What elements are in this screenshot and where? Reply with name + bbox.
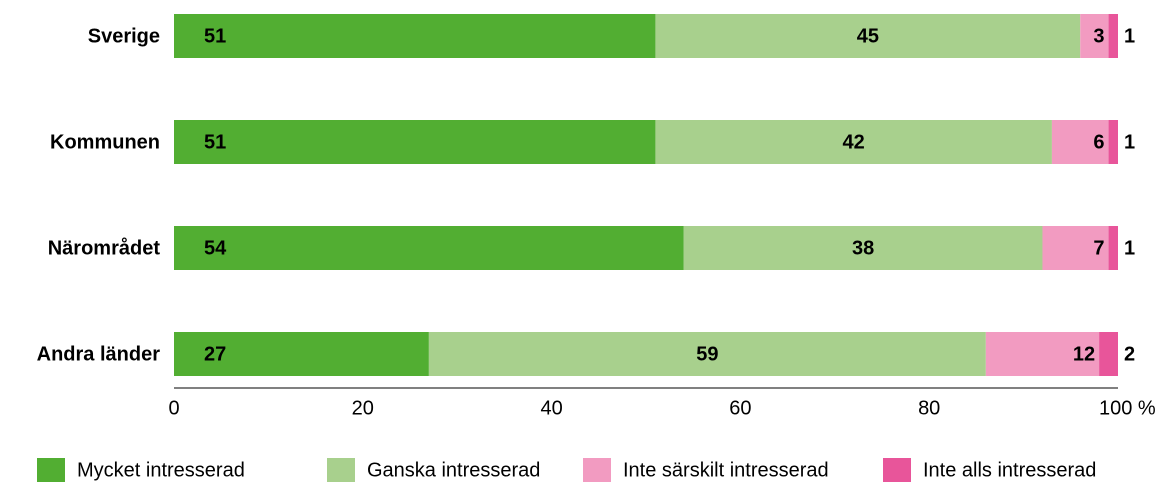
value-label: 51 — [204, 131, 226, 153]
legend-label: Mycket intresserad — [77, 459, 245, 481]
value-label: 12 — [1073, 343, 1095, 365]
bar-segment — [985, 332, 1100, 376]
value-label: 59 — [696, 343, 718, 365]
value-label: 45 — [857, 25, 879, 47]
value-label: 54 — [204, 237, 227, 259]
value-label: 51 — [204, 25, 226, 47]
bar-segment — [1108, 120, 1118, 164]
x-tick-label: 100 % — [1099, 397, 1156, 419]
value-label: 7 — [1093, 237, 1104, 259]
bar-segment — [174, 332, 429, 376]
bar-segment — [683, 226, 1043, 270]
value-label: 3 — [1093, 25, 1104, 47]
x-tick-label: 20 — [352, 397, 374, 419]
bar-segment — [655, 14, 1081, 58]
bar-segment — [1080, 14, 1109, 58]
value-label: 27 — [204, 343, 226, 365]
legend-label: Ganska intresserad — [367, 459, 540, 481]
category-label: Sverige — [88, 25, 160, 47]
bar-segment — [1108, 14, 1118, 58]
value-label: 6 — [1093, 131, 1104, 153]
bar-segment — [1042, 226, 1109, 270]
bar-segment — [655, 120, 1052, 164]
x-tick-label: 0 — [168, 397, 179, 419]
bar-segment — [174, 14, 656, 58]
legend-swatch — [327, 458, 355, 482]
value-label: 2 — [1124, 343, 1135, 365]
value-label: 1 — [1124, 25, 1135, 47]
legend-swatch — [37, 458, 65, 482]
x-tick-label: 40 — [540, 397, 562, 419]
bar-segment — [174, 120, 656, 164]
value-label: 42 — [843, 131, 865, 153]
bar-segment — [174, 226, 684, 270]
category-label: Kommunen — [50, 131, 160, 153]
legend-swatch — [883, 458, 911, 482]
value-label: 1 — [1124, 237, 1135, 259]
legend-label: Inte alls intresserad — [923, 459, 1096, 481]
x-tick-label: 60 — [729, 397, 751, 419]
value-label: 38 — [852, 237, 874, 259]
value-label: 1 — [1124, 131, 1135, 153]
category-label: Andra länder — [37, 343, 161, 365]
bar-segment — [1099, 332, 1118, 376]
legend-swatch — [583, 458, 611, 482]
bar-segment — [1108, 226, 1118, 270]
x-tick-label: 80 — [918, 397, 940, 419]
bar-segment — [428, 332, 986, 376]
bar-segment — [1051, 120, 1109, 164]
legend-label: Inte särskilt intresserad — [623, 459, 829, 481]
category-label: Närområdet — [48, 236, 161, 259]
